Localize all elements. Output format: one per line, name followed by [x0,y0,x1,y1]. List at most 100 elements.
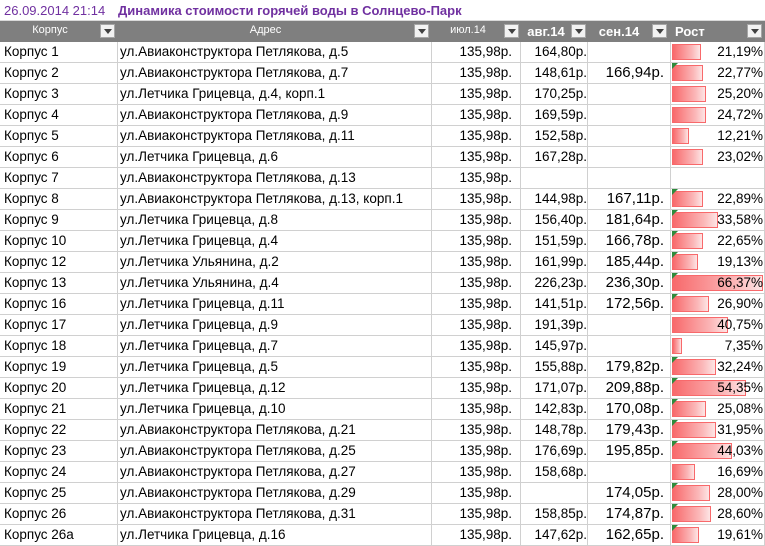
address-cell: ул.Летчика Грицевца, д.12 [120,380,286,395]
table-row[interactable]: Корпус 19 ул.Летчика Грицевца, д.5 135,98р… [0,357,765,378]
address-cell: ул.Авиаконструктора Петлякова, д.5 [120,44,349,59]
table-row[interactable]: Корпус 21 ул.Летчика Грицевца, д.10 135,98… [0,399,765,420]
column-divider [431,42,432,546]
growth-percent-cell: 33,58% [717,212,763,227]
table-row[interactable]: Корпус 26а ул.Летчика Грицевца, д.16 135,9… [0,525,765,546]
korpus-cell: Корпус 18 [4,338,67,353]
table-row[interactable]: Корпус 8 ул.Авиаконструктора Петлякова, д… [0,189,765,210]
sep-filter-dropdown-icon[interactable] [652,24,667,38]
address-cell: ул.Летчика Грицевца, д.6 [120,149,278,164]
address-cell: ул.Авиаконструктора Петлякова, д.11 [120,128,355,143]
cell-comment-marker-icon [672,252,678,258]
report-timestamp: 26.09.2014 21:14 [4,3,106,18]
aug-price-cell: 141,51р. [534,296,587,311]
sep-price-cell: 172,56р. [605,295,664,312]
growth-data-bar [672,296,709,312]
cell-comment-marker-icon [672,441,678,447]
table-row[interactable]: Корпус 20 ул.Летчика Грицевца, д.12 135,98… [0,378,765,399]
cell-comment-marker-icon [672,294,678,300]
jul-price-cell: 135,98р. [459,149,512,164]
table-row[interactable]: Корпус 12 ул.Летчика Ульянина, д.2 135,98р… [0,252,765,273]
aug-price-cell: 148,78р. [534,422,587,437]
table-row[interactable]: Корпус 17 ул.Летчика Грицевца, д.9 135,98р… [0,315,765,336]
address-filter-dropdown-icon[interactable] [414,24,429,38]
jul-price-cell: 135,98р. [459,254,512,269]
table-row[interactable]: Корпус 10 ул.Летчика Грицевца, д.4 135,98р… [0,231,765,252]
sep-price-cell: 181,64р. [605,211,664,228]
growth-data-bar [672,107,706,123]
korpus-cell: Корпус 6 [4,149,59,164]
growth-filter-dropdown-icon[interactable] [747,24,762,38]
jul-price-cell: 135,98р. [459,212,512,227]
growth-data-bar [672,86,706,102]
sep-price-cell: 209,88р. [605,379,664,396]
header-growth-label: Рост [675,24,705,39]
growth-percent-cell: 28,00% [717,485,763,500]
aug-price-cell: 151,59р. [534,233,587,248]
sep-price-cell: 166,94р. [605,64,664,81]
cell-comment-marker-icon [672,210,678,216]
jul-price-cell: 135,98р. [459,296,512,311]
growth-data-bar [672,44,701,60]
header-row: Корпус Адрес июл.14 авг.14 сен.14 Рост [0,21,765,42]
table-row[interactable]: Корпус 1 ул.Авиаконструктора Петлякова, д… [0,42,765,63]
jul-price-cell: 135,98р. [459,191,512,206]
korpus-cell: Корпус 3 [4,86,59,101]
table-row[interactable]: Корпус 16 ул.Летчика Грицевца, д.11 135,98… [0,294,765,315]
cell-comment-marker-icon [672,420,678,426]
aug-price-cell: 170,25р. [534,86,587,101]
growth-data-bar [672,422,716,438]
jul-price-cell: 135,98р. [459,506,512,521]
aug-price-cell: 142,83р. [534,401,587,416]
korpus-cell: Корпус 16 [4,296,67,311]
growth-data-bar [672,443,732,459]
korpus-cell: Корпус 8 [4,191,59,206]
growth-percent-cell: 24,72% [717,107,763,122]
table-row[interactable]: Корпус 26 ул.Авиаконструктора Петлякова, … [0,504,765,525]
table-row[interactable]: Корпус 5 ул.Авиаконструктора Петлякова, д… [0,126,765,147]
table-row[interactable]: Корпус 13 ул.Летчика Ульянина, д.4 135,98р… [0,273,765,294]
aug-price-cell: 171,07р. [534,380,587,395]
address-cell: ул.Летчика Грицевца, д.9 [120,317,278,332]
korpus-filter-dropdown-icon[interactable] [100,24,115,38]
title-row: 26.09.2014 21:14 Динамика стоимости горя… [0,0,765,21]
aug-price-cell: 148,61р. [534,65,587,80]
jul-filter-dropdown-icon[interactable] [504,24,519,38]
address-cell: ул.Авиаконструктора Петлякова, д.13, кор… [120,191,403,206]
aug-price-cell: 191,39р. [534,317,587,332]
table-row[interactable]: Корпус 24 ул.Авиаконструктора Петлякова, … [0,462,765,483]
cell-comment-marker-icon [672,189,678,195]
address-cell: ул.Летчика Грицевца, д.4, корп.1 [120,86,326,101]
column-divider [587,42,588,546]
table-row[interactable]: Корпус 23 ул.Авиаконструктора Петлякова, … [0,441,765,462]
table-row[interactable]: Корпус 3 ул.Летчика Грицевца, д.4, корп.1… [0,84,765,105]
table-row[interactable]: Корпус 9 ул.Летчика Грицевца, д.8 135,98р.… [0,210,765,231]
growth-percent-cell: 25,08% [717,401,763,416]
table-row[interactable]: Корпус 2 ул.Авиаконструктора Петлякова, д… [0,63,765,84]
table-row[interactable]: Корпус 6 ул.Летчика Грицевца, д.6 135,98р.… [0,147,765,168]
growth-data-bar [672,338,682,354]
table-row[interactable]: Корпус 18 ул.Летчика Грицевца, д.7 135,98р… [0,336,765,357]
korpus-cell: Корпус 26а [4,527,74,542]
table-row[interactable]: Корпус 25 ул.Авиаконструктора Петлякова, … [0,483,765,504]
sep-price-cell: 170,08р. [605,400,664,417]
table-row[interactable]: Корпус 22 ул.Авиаконструктора Петлякова, … [0,420,765,441]
address-cell: ул.Летчика Ульянина, д.4 [120,275,279,290]
sep-price-cell: 174,87р. [605,505,664,522]
table-row[interactable]: Корпус 4 ул.Авиаконструктора Петлякова, д… [0,105,765,126]
aug-price-cell: 164,80р. [534,44,587,59]
sep-price-cell: 179,43р. [605,421,664,438]
growth-data-bar [672,128,689,144]
growth-percent-cell: 22,65% [717,233,763,248]
address-cell: ул.Летчика Грицевца, д.11 [120,296,285,311]
table-row[interactable]: Корпус 7 ул.Авиаконструктора Петлякова, д… [0,168,765,189]
growth-data-bar [672,464,695,480]
aug-filter-dropdown-icon[interactable] [571,24,586,38]
growth-data-bar [672,317,728,333]
header-address-label: Адрес [249,24,282,36]
growth-percent-cell: 22,89% [717,191,763,206]
address-cell: ул.Летчика Грицевца, д.8 [120,212,278,227]
growth-percent-cell: 40,75% [717,317,763,332]
growth-percent-cell: 44,03% [717,443,763,458]
address-cell: ул.Авиаконструктора Петлякова, д.29 [120,485,356,500]
